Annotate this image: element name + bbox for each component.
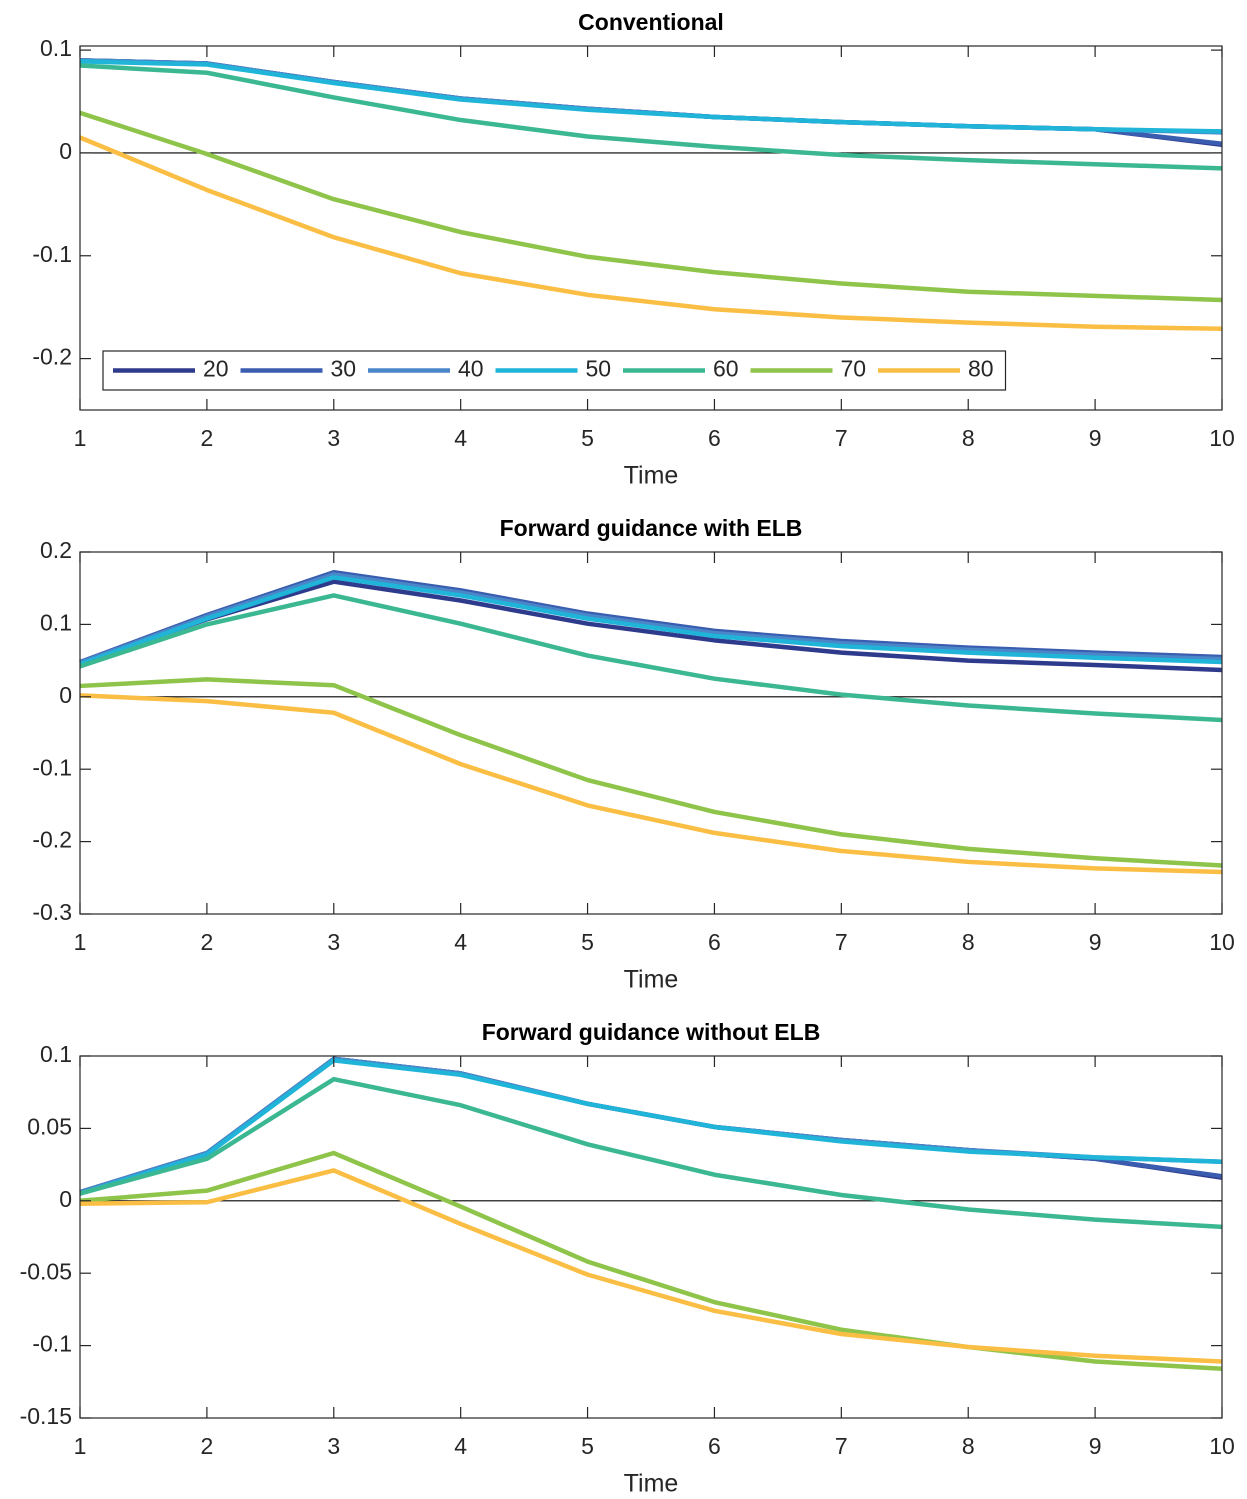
y-tick-label: -0.1 bbox=[32, 754, 72, 780]
plot-area bbox=[80, 1056, 1222, 1418]
x-tick-label: 9 bbox=[1089, 929, 1102, 955]
legend-label: 50 bbox=[586, 356, 612, 382]
x-tick-label: 3 bbox=[327, 929, 340, 955]
x-tick-label: 7 bbox=[835, 929, 848, 955]
y-tick-label: 0.2 bbox=[40, 537, 72, 563]
legend-label: 20 bbox=[203, 356, 229, 382]
series-line bbox=[79, 593, 1223, 723]
y-tick-label: -0.2 bbox=[32, 827, 72, 853]
subplot: -0.3 -0.2 -0.1 0 0.1 0.2 1 2 3 4 5 6 7 8 9 10 Time Forwar… bbox=[32, 515, 1234, 994]
series-line bbox=[79, 1168, 1223, 1364]
legend-label: 40 bbox=[458, 356, 484, 382]
x-tick-label: 5 bbox=[581, 1433, 594, 1459]
series-line bbox=[79, 1058, 1223, 1196]
series-line bbox=[79, 572, 1223, 665]
x-tick-label: 10 bbox=[1209, 929, 1235, 955]
x-tick-label: 6 bbox=[708, 1433, 721, 1459]
y-tick-label: 0.05 bbox=[27, 1113, 72, 1139]
x-tick-label: 1 bbox=[74, 1433, 87, 1459]
x-tick-label: 10 bbox=[1209, 425, 1235, 451]
x-tick-label: 7 bbox=[835, 1433, 848, 1459]
legend-label: 30 bbox=[331, 356, 357, 382]
x-tick-label: 8 bbox=[962, 1433, 975, 1459]
x-tick-label: 6 bbox=[708, 929, 721, 955]
subplot: -0.15 -0.1 -0.05 0 0.05 0.1 1 2 3 4 5 6 7 8 9 10 Time For… bbox=[20, 1019, 1235, 1498]
x-tick-label: 9 bbox=[1089, 425, 1102, 451]
y-tick-label: 0.1 bbox=[40, 35, 72, 61]
series-line bbox=[79, 693, 1223, 875]
y-tick-label: -0.1 bbox=[32, 1331, 72, 1357]
legend: 20 30 40 50 60 70 80 bbox=[102, 350, 1007, 391]
x-tick-label: 8 bbox=[962, 929, 975, 955]
x-tick-label: 5 bbox=[581, 929, 594, 955]
series-line bbox=[79, 1150, 1223, 1372]
x-axis-label: Time bbox=[624, 1470, 679, 1498]
axes-box bbox=[79, 1055, 1223, 1419]
y-tick-label: 0 bbox=[59, 138, 72, 164]
series-line bbox=[79, 579, 1223, 673]
series-line bbox=[79, 63, 1223, 171]
legend-label: 70 bbox=[841, 356, 867, 382]
chart-title: Forward guidance with ELB bbox=[500, 515, 803, 541]
y-tick-label: 0 bbox=[59, 682, 72, 708]
x-tick-label: 10 bbox=[1209, 1433, 1235, 1459]
x-tick-label: 8 bbox=[962, 425, 975, 451]
y-tick-label: 0.1 bbox=[40, 1041, 72, 1067]
y-tick-label: 0 bbox=[59, 1186, 72, 1212]
x-tick-label: 5 bbox=[581, 425, 594, 451]
y-tick-label: -0.2 bbox=[32, 344, 72, 370]
x-tick-label: 4 bbox=[454, 1433, 467, 1459]
series-line bbox=[79, 135, 1223, 332]
series-line bbox=[79, 575, 1223, 667]
legend-label: 80 bbox=[968, 356, 994, 382]
series-line bbox=[79, 110, 1223, 303]
subplot: -0.2 -0.1 0 0.1 1 2 3 4 5 6 7 8 9 10 Time Conventional 2… bbox=[32, 9, 1234, 490]
y-tick-label: 0.1 bbox=[40, 609, 72, 635]
x-tick-label: 6 bbox=[708, 425, 721, 451]
x-tick-label: 1 bbox=[74, 929, 87, 955]
x-tick-label: 1 bbox=[74, 425, 87, 451]
x-tick-label: 4 bbox=[454, 929, 467, 955]
x-tick-label: 2 bbox=[200, 425, 213, 451]
x-tick-label: 2 bbox=[200, 1433, 213, 1459]
chart-title: Conventional bbox=[578, 9, 724, 35]
x-tick-label: 3 bbox=[327, 425, 340, 451]
y-tick-label: -0.15 bbox=[20, 1403, 72, 1429]
series-line bbox=[79, 1076, 1223, 1230]
plot-area bbox=[80, 46, 1222, 410]
x-tick-label: 2 bbox=[200, 929, 213, 955]
x-axis-label: Time bbox=[624, 966, 679, 994]
y-tick-label: -0.3 bbox=[32, 899, 72, 925]
series-line bbox=[79, 59, 1223, 134]
x-tick-label: 3 bbox=[327, 1433, 340, 1459]
x-axis-label: Time bbox=[624, 462, 679, 490]
x-tick-label: 9 bbox=[1089, 1433, 1102, 1459]
legend-label: 60 bbox=[713, 356, 739, 382]
series-line bbox=[79, 677, 1223, 868]
x-tick-label: 7 bbox=[835, 425, 848, 451]
y-tick-label: -0.05 bbox=[20, 1258, 72, 1284]
axes-box bbox=[79, 45, 1223, 411]
x-tick-label: 4 bbox=[454, 425, 467, 451]
axes-box bbox=[79, 551, 1223, 915]
chart-title: Forward guidance without ELB bbox=[482, 1019, 821, 1045]
y-tick-label: -0.1 bbox=[32, 241, 72, 267]
